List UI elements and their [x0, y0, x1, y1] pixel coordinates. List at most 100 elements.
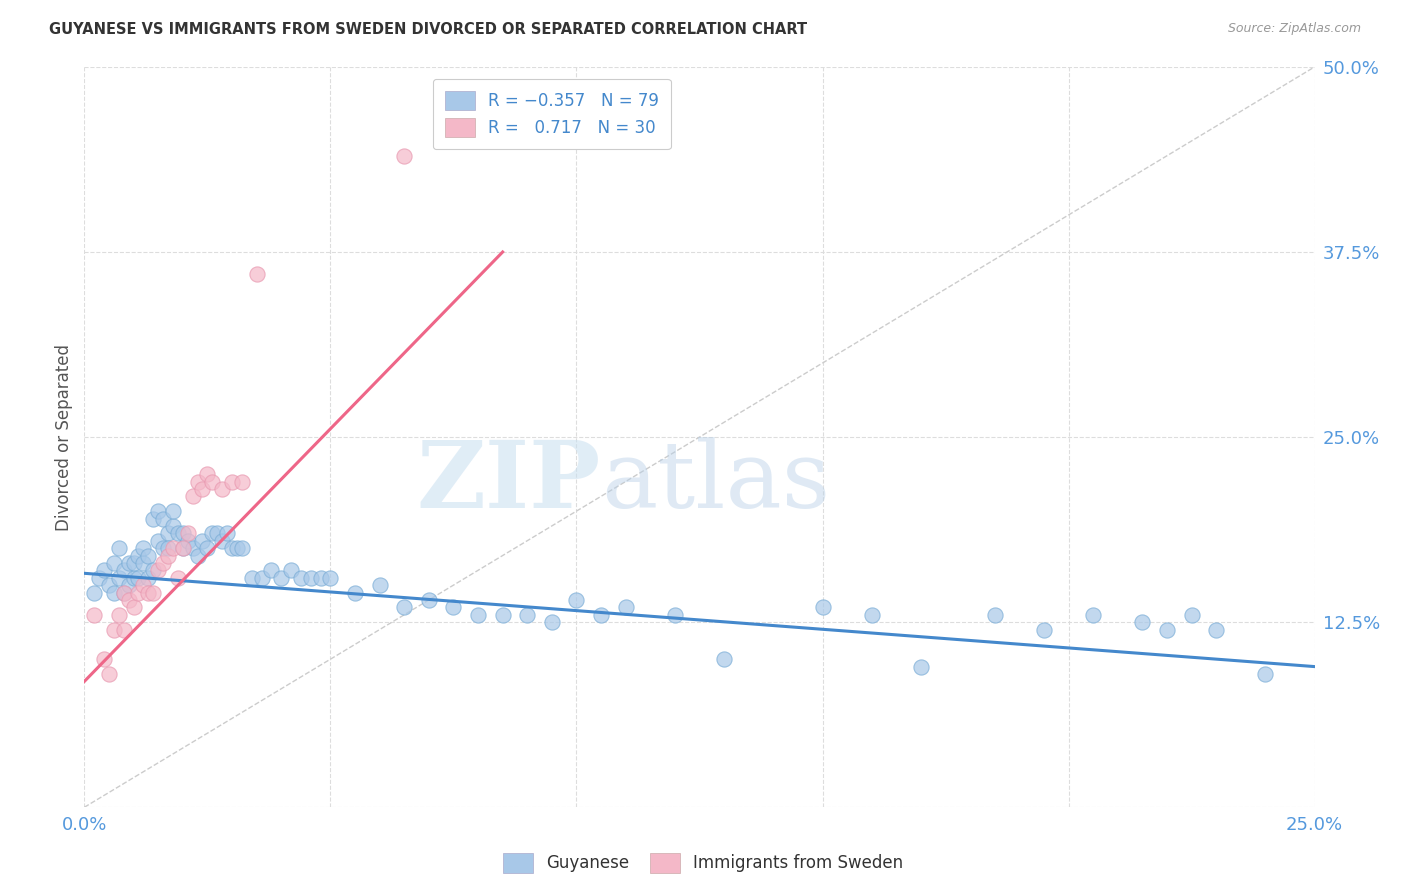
Point [191, 533, 214, 548]
Point [108, 541, 131, 555]
Point [93, 652, 115, 666]
Point [250, 571, 273, 585]
Point [368, 578, 391, 592]
Point [1033, 623, 1056, 637]
Point [225, 541, 249, 555]
Point [418, 593, 440, 607]
Point [860, 607, 883, 622]
Point [516, 607, 538, 622]
Point [211, 482, 233, 496]
Point [197, 541, 219, 555]
Point [467, 607, 489, 622]
Point [207, 526, 229, 541]
Point [565, 593, 588, 607]
Point [172, 541, 194, 555]
Point [811, 600, 834, 615]
Point [246, 267, 269, 281]
Point [186, 475, 209, 489]
Point [112, 623, 135, 637]
Point [984, 607, 1007, 622]
Text: Source: ZipAtlas.com: Source: ZipAtlas.com [1227, 22, 1361, 36]
Point [201, 526, 224, 541]
Point [166, 526, 188, 541]
Point [162, 541, 184, 555]
Point [98, 578, 120, 592]
Point [221, 541, 243, 555]
Point [492, 607, 515, 622]
Point [1181, 607, 1204, 622]
Point [1205, 623, 1227, 637]
Point [118, 593, 141, 607]
Legend: R = −0.357   N = 79, R =   0.717   N = 30: R = −0.357 N = 79, R = 0.717 N = 30 [433, 78, 671, 149]
Point [138, 549, 160, 563]
Point [231, 475, 253, 489]
Point [162, 504, 184, 518]
Point [157, 541, 180, 555]
Text: ZIP: ZIP [416, 436, 602, 526]
Point [108, 571, 131, 585]
Point [93, 563, 115, 577]
Point [172, 526, 194, 541]
Point [231, 541, 253, 555]
Point [162, 519, 184, 533]
Point [591, 607, 613, 622]
Point [290, 571, 312, 585]
Point [713, 652, 735, 666]
Point [152, 511, 174, 525]
Text: GUYANESE VS IMMIGRANTS FROM SWEDEN DIVORCED OR SEPARATED CORRELATION CHART: GUYANESE VS IMMIGRANTS FROM SWEDEN DIVOR… [49, 22, 807, 37]
Point [132, 541, 155, 555]
Point [1156, 623, 1178, 637]
Point [1254, 667, 1277, 681]
Point [87, 571, 111, 585]
Point [394, 149, 416, 163]
Point [122, 571, 145, 585]
Point [319, 571, 342, 585]
Point [240, 571, 263, 585]
Point [614, 600, 637, 615]
Point [394, 600, 416, 615]
Point [132, 556, 155, 570]
Point [280, 563, 302, 577]
Point [157, 549, 180, 563]
Text: atlas: atlas [602, 436, 831, 526]
Point [201, 475, 224, 489]
Point [344, 585, 367, 599]
Point [541, 615, 564, 630]
Point [142, 511, 165, 525]
Point [103, 556, 125, 570]
Point [260, 563, 283, 577]
Point [181, 541, 204, 555]
Point [148, 563, 170, 577]
Point [177, 533, 200, 548]
Point [166, 571, 188, 585]
Point [118, 556, 141, 570]
Point [138, 585, 160, 599]
Point [98, 667, 120, 681]
Point [103, 585, 125, 599]
Point [172, 541, 194, 555]
Point [221, 475, 243, 489]
Point [132, 578, 155, 592]
Point [128, 571, 150, 585]
Point [217, 526, 239, 541]
Point [83, 607, 105, 622]
Point [112, 585, 135, 599]
Point [443, 600, 465, 615]
Point [83, 585, 105, 599]
Point [191, 482, 214, 496]
Point [664, 607, 686, 622]
Y-axis label: Divorced or Separated: Divorced or Separated [55, 343, 73, 531]
Point [142, 585, 165, 599]
Point [108, 607, 131, 622]
Point [197, 467, 219, 482]
Point [1130, 615, 1153, 630]
Point [181, 489, 204, 503]
Legend: Guyanese, Immigrants from Sweden: Guyanese, Immigrants from Sweden [496, 847, 910, 880]
Point [128, 585, 150, 599]
Point [186, 549, 209, 563]
Point [177, 526, 200, 541]
Point [118, 578, 141, 592]
Point [157, 526, 180, 541]
Point [128, 549, 150, 563]
Point [299, 571, 322, 585]
